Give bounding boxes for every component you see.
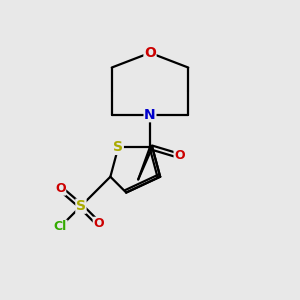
Text: O: O bbox=[144, 46, 156, 60]
Text: Cl: Cl bbox=[54, 220, 67, 233]
Text: O: O bbox=[174, 149, 185, 162]
Text: S: S bbox=[76, 199, 86, 213]
Text: S: S bbox=[113, 140, 123, 154]
Text: N: N bbox=[144, 108, 156, 122]
Text: O: O bbox=[55, 182, 66, 195]
Text: O: O bbox=[93, 217, 104, 230]
